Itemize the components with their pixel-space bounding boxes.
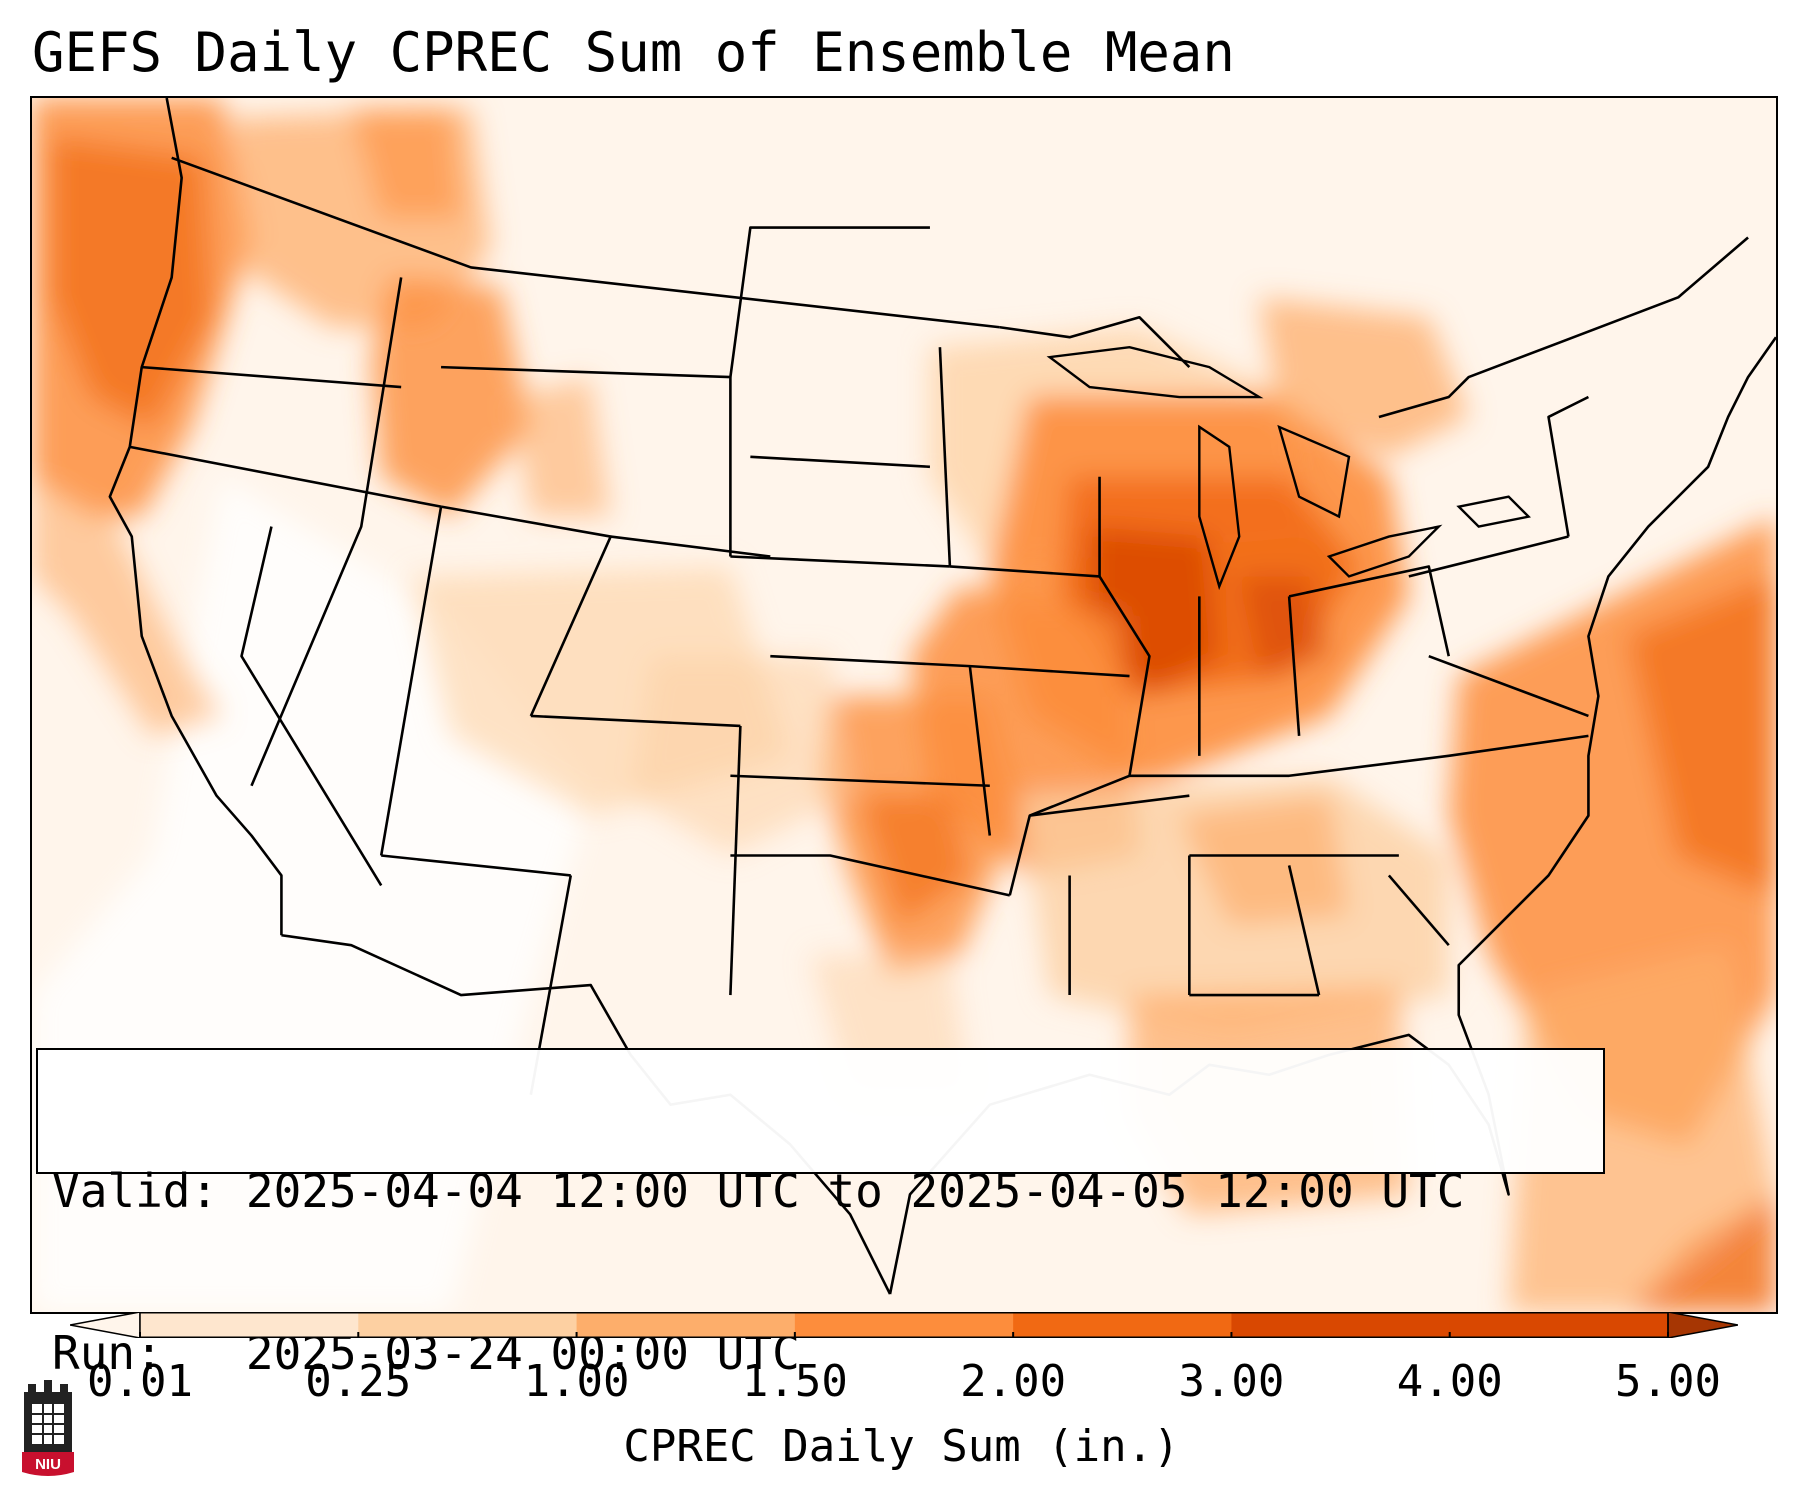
valid-label: Valid: — [52, 1164, 219, 1218]
colorbar — [70, 1312, 1738, 1338]
precip-shading — [32, 98, 1776, 1312]
colorbar-segment — [358, 1312, 578, 1338]
lake-ontario — [1456, 495, 1531, 528]
logo-shield — [22, 1452, 74, 1476]
lake-huron — [1277, 424, 1351, 519]
great-lakes — [1046, 345, 1531, 591]
lake-erie — [1326, 524, 1443, 578]
colorbar-segment — [576, 1312, 796, 1338]
colorbar-tick-label: 0.25 — [305, 1356, 412, 1407]
chart-title: GEFS Daily CPREC Sum of Ensemble Mean — [32, 21, 1235, 84]
colorbar-tick-label: 3.00 — [1178, 1356, 1285, 1407]
colorbar-tick-label: 1.00 — [523, 1356, 630, 1407]
colorbar-segment — [1013, 1312, 1232, 1338]
colorbar-tick-label: 2.00 — [960, 1356, 1067, 1407]
colorbar-tick-label: 4.00 — [1396, 1356, 1503, 1407]
lake-michigan — [1198, 424, 1241, 591]
colorbar-segment — [794, 1312, 1014, 1338]
colorbar-tick-label: 1.50 — [741, 1356, 848, 1407]
colorbar-extend-max — [1667, 1312, 1738, 1338]
niu-logo: NIU — [22, 1380, 74, 1476]
state-boundaries — [108, 98, 1776, 1295]
canada-border-west — [171, 156, 1000, 329]
colorbar-segment — [1231, 1312, 1451, 1338]
valid-run-info-box: Valid: 2025-04-04 12:00 UTC to 2025-04-0… — [36, 1048, 1605, 1380]
lake-superior — [1046, 345, 1264, 399]
valid-line: Valid: 2025-04-04 12:00 UTC to 2025-04-0… — [52, 1164, 1589, 1218]
colorbar-segment — [1449, 1312, 1669, 1338]
logo-text: NIU — [35, 1456, 61, 1473]
canada-border-lakes — [999, 315, 1191, 369]
pacific-coastline — [108, 98, 283, 936]
precip-region-idaho — [371, 277, 531, 517]
colorbar-segment — [140, 1312, 359, 1338]
colorbar-label: CPREC Daily Sum (in.) — [623, 1421, 1180, 1472]
colorbar-tick-label: 5.00 — [1615, 1356, 1721, 1407]
canada-border-east — [1378, 236, 1749, 419]
colorbar-tick-label: 0.01 — [87, 1356, 193, 1407]
colorbar-extend-min — [70, 1312, 141, 1338]
valid-time: 2025-04-04 12:00 UTC to 2025-04-05 12:00… — [245, 1164, 1465, 1218]
